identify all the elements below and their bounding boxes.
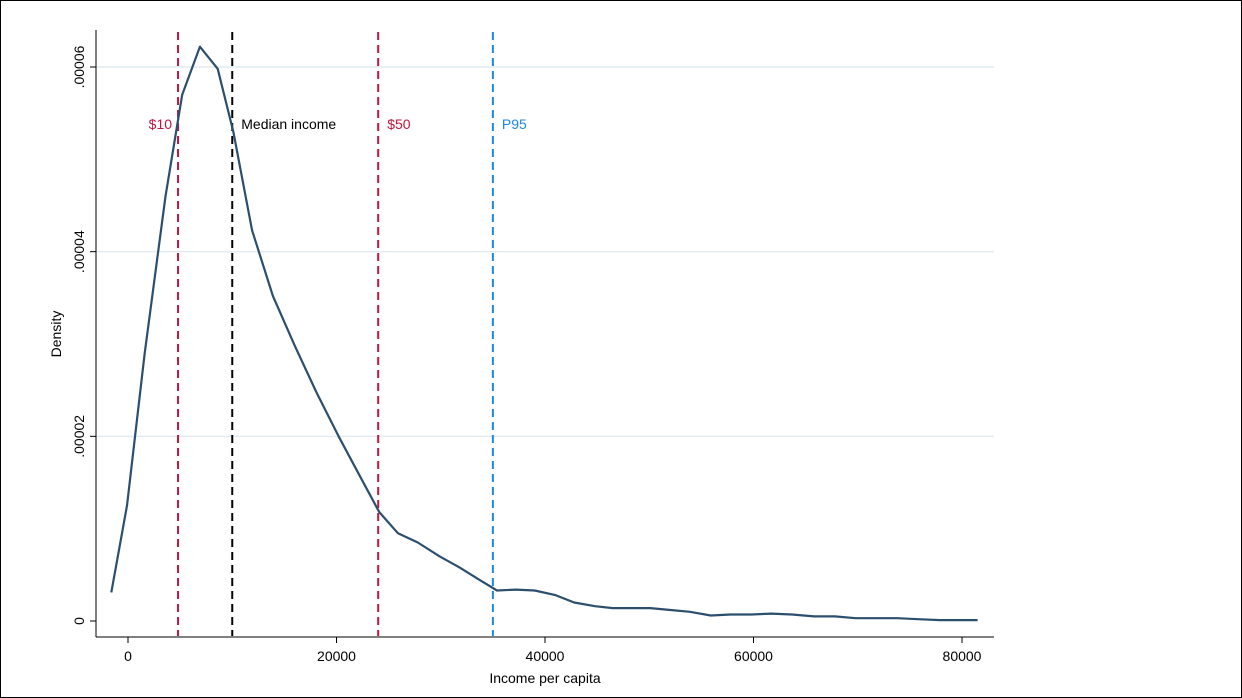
x-axis-title: Income per capita [489, 670, 600, 686]
y-axis-title: Density [48, 311, 64, 358]
y-tick-label: .00004 [71, 230, 87, 273]
x-tick-label: 40000 [526, 648, 565, 664]
reference-line-label: $10 [149, 116, 173, 132]
x-tick-label: 80000 [943, 648, 982, 664]
density-curve [110, 45, 978, 622]
reference-line-label: P95 [502, 116, 527, 132]
x-tick-label: 20000 [317, 648, 356, 664]
y-tick-label: .00006 [71, 45, 87, 88]
x-tick-label: 60000 [734, 648, 773, 664]
reference-lines: $10 Median income $50 P95 [149, 32, 527, 636]
reference-line-label: $50 [387, 116, 411, 132]
axes: 0 .00002 .00004 .00006 0 20000 40000 60000 80000 [71, 30, 994, 664]
y-tick-label: .00002 [71, 415, 87, 458]
grid-lines [96, 66, 994, 438]
x-tick-label: 0 [124, 648, 132, 664]
y-tick-label: 0 [71, 617, 87, 625]
reference-line-label: Median income [241, 116, 336, 132]
